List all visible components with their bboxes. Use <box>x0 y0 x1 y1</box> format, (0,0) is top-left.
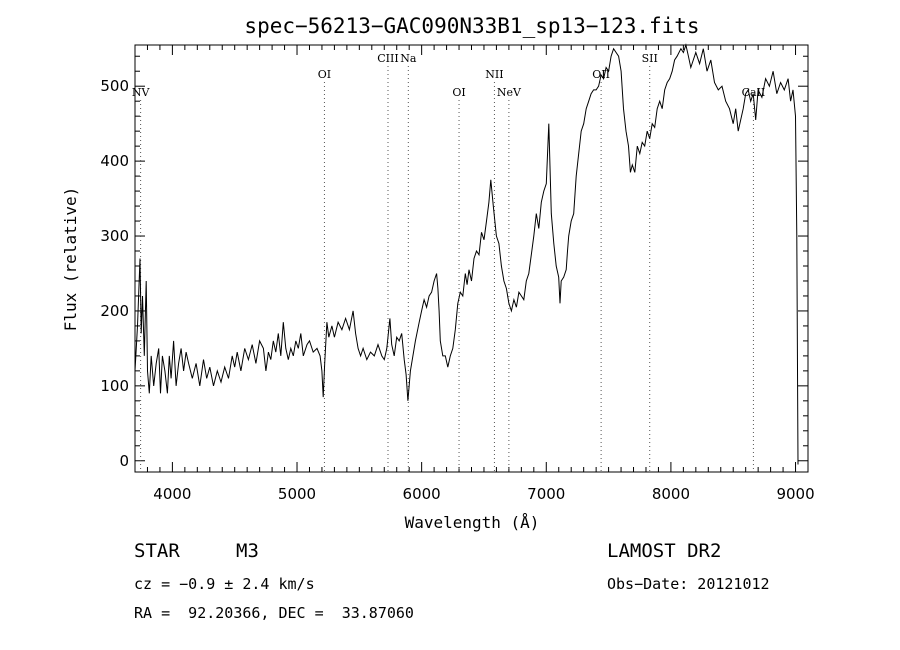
y-axis-label: Flux (relative) <box>61 187 80 332</box>
line-id-label: Na <box>400 52 417 65</box>
y-tick-label: 200 <box>100 302 129 320</box>
y-tick-label: 400 <box>100 152 129 170</box>
x-tick-label: 9000 <box>776 485 814 503</box>
y-tick-label: 500 <box>100 77 129 95</box>
x-tick-label: 4000 <box>153 485 191 503</box>
x-tick-label: 5000 <box>278 485 316 503</box>
spectrum-line <box>134 43 799 465</box>
y-tick-label: 300 <box>100 227 129 245</box>
x-tick-label: 8000 <box>652 485 690 503</box>
chart-title: spec−56213−GAC090N33B1_sp13−123.fits <box>244 14 699 38</box>
line-id-label: NeV <box>497 86 522 99</box>
x-tick-label: 7000 <box>527 485 565 503</box>
line-id-label: CIII <box>377 52 398 65</box>
object-subclass: M3 <box>236 540 259 562</box>
minor-ticks <box>134 45 809 472</box>
line-id-label: NII <box>485 68 503 81</box>
y-tick-label: 0 <box>119 452 129 470</box>
y-tick-label: 100 <box>100 377 129 395</box>
line-id-label: OI <box>318 68 331 81</box>
x-axis-label: Wavelength (Å) <box>405 513 540 532</box>
redshift-text: cz = −0.9 ± 2.4 km/s <box>134 575 315 593</box>
object-class: STAR <box>134 540 180 562</box>
x-tick-label: 6000 <box>403 485 441 503</box>
obs-date: Obs−Date: 20121012 <box>607 575 770 593</box>
line-id-label: CaII <box>742 86 766 99</box>
coordinates: RA = 92.20366, DEC = 33.87060 <box>134 604 414 622</box>
line-id-label: OI <box>452 86 465 99</box>
plot-frame <box>134 44 809 473</box>
major-ticks: 4000 5000 6000 7000 8000 9000 0 100 200 300 400 500 <box>100 45 815 503</box>
line-id-label: SII <box>642 52 658 65</box>
line-id-label: NV <box>132 86 151 99</box>
survey-name: LAMOST DR2 <box>607 540 722 562</box>
